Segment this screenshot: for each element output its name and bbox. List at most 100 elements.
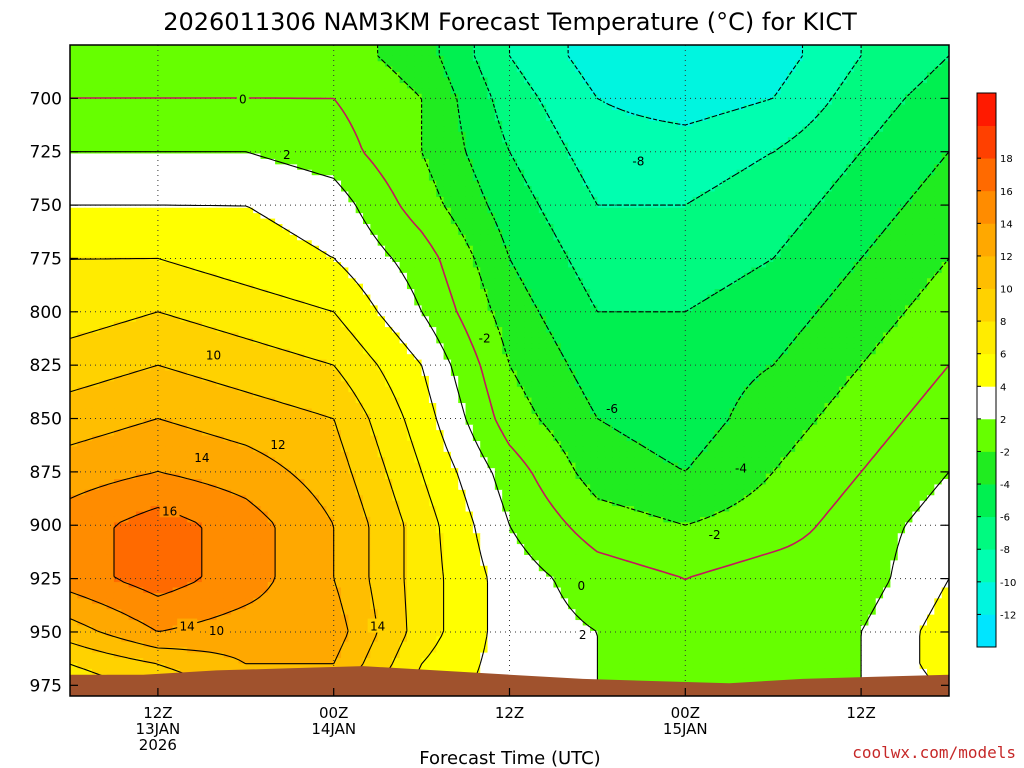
temperature-cell: [267, 207, 276, 214]
temperature-cell: [363, 169, 371, 176]
temperature-cell: [494, 50, 503, 57]
temperature-cell: [509, 229, 518, 236]
temperature-cell: [194, 104, 203, 111]
temperature-cell: [77, 99, 86, 106]
temperature-cell: [150, 120, 159, 127]
temperature-cell: [494, 256, 503, 263]
temperature-cell: [282, 180, 291, 187]
temperature-cell: [604, 120, 613, 127]
temperature-cell: [912, 131, 921, 138]
temperature-cell: [406, 180, 415, 187]
temperature-cell: [472, 158, 481, 165]
temperature-cell: [494, 196, 503, 203]
temperature-cell: [663, 99, 672, 106]
temperature-cell: [348, 180, 357, 187]
temperature-cell: [677, 61, 686, 68]
temperature-cell: [516, 137, 525, 144]
temperature-cell: [546, 207, 555, 214]
temperature-cell: [428, 256, 437, 263]
temperature-cell: [516, 175, 525, 182]
temperature-cell: [304, 120, 313, 127]
temperature-cell: [831, 66, 840, 73]
temperature-cell: [297, 148, 305, 155]
temperature-cell: [128, 196, 137, 203]
temperature-cell: [604, 191, 613, 198]
temperature-cell: [883, 61, 891, 68]
temperature-cell: [238, 229, 247, 236]
temperature-cell: [480, 82, 489, 89]
temperature-cell: [113, 196, 122, 203]
temperature-cell: [113, 267, 122, 274]
temperature-cell: [384, 153, 393, 160]
temperature-cell: [421, 142, 430, 149]
temperature-cell: [355, 88, 364, 95]
temperature-cell: [707, 213, 716, 220]
temperature-cell: [758, 45, 767, 52]
temperature-cell: [99, 251, 108, 258]
temperature-cell: [458, 72, 467, 79]
temperature-cell: [436, 61, 445, 68]
temperature-cell: [619, 186, 628, 193]
temperature-cell: [502, 175, 511, 182]
temperature-cell: [927, 99, 935, 106]
temperature-cell: [238, 191, 247, 198]
temperature-cell: [656, 158, 664, 165]
temperature-cell: [319, 88, 327, 95]
temperature-cell: [795, 82, 804, 89]
temperature-cell: [502, 196, 511, 203]
temperature-cell: [802, 218, 811, 225]
temperature-cell: [919, 202, 928, 209]
temperature-cell: [436, 164, 445, 171]
temperature-cell: [861, 218, 870, 225]
temperature-cell: [128, 169, 137, 176]
temperature-cell: [685, 245, 694, 252]
temperature-cell: [480, 229, 489, 236]
temperature-cell: [231, 175, 240, 182]
temperature-cell: [238, 61, 247, 68]
temperature-cell: [934, 142, 943, 149]
temperature-cell: [341, 72, 349, 79]
temperature-cell: [399, 93, 408, 100]
temperature-cell: [553, 66, 562, 73]
temperature-cell: [846, 256, 855, 263]
temperature-cell: [524, 251, 533, 258]
temperature-cell: [355, 77, 364, 84]
temperature-cell: [84, 169, 93, 176]
temperature-cell: [802, 115, 811, 122]
temperature-cell: [187, 191, 196, 198]
temperature-cell: [809, 77, 818, 84]
temperature-cell: [890, 224, 899, 231]
temperature-cell: [699, 158, 708, 165]
temperature-cell: [524, 267, 533, 274]
temperature-cell: [780, 45, 789, 52]
temperature-cell: [875, 131, 884, 138]
temperature-cell: [297, 251, 305, 258]
temperature-cell: [941, 50, 949, 57]
temperature-cell: [905, 218, 913, 225]
temperature-cell: [494, 180, 503, 187]
temperature-cell: [304, 180, 313, 187]
temperature-cell: [135, 175, 144, 182]
temperature-cell: [363, 120, 371, 127]
temperature-cell: [275, 218, 284, 225]
temperature-cell: [70, 234, 78, 241]
temperature-cell: [341, 77, 349, 84]
temperature-cell: [282, 126, 291, 133]
temperature-cell: [84, 77, 93, 84]
temperature-cell: [121, 234, 130, 241]
temperature-cell: [817, 256, 826, 263]
temperature-cell: [502, 66, 511, 73]
temperature-cell: [480, 115, 489, 122]
temperature-cell: [795, 196, 804, 203]
temperature-cell: [282, 137, 291, 144]
temperature-cell: [377, 224, 386, 231]
temperature-cell: [260, 45, 269, 52]
temperature-cell: [165, 262, 174, 269]
temperature-cell: [260, 191, 269, 198]
temperature-cell: [612, 72, 620, 79]
temperature-cell: [546, 169, 555, 176]
temperature-cell: [743, 186, 752, 193]
temperature-cell: [150, 224, 159, 231]
temperature-cell: [399, 55, 408, 62]
temperature-cell: [231, 104, 240, 111]
